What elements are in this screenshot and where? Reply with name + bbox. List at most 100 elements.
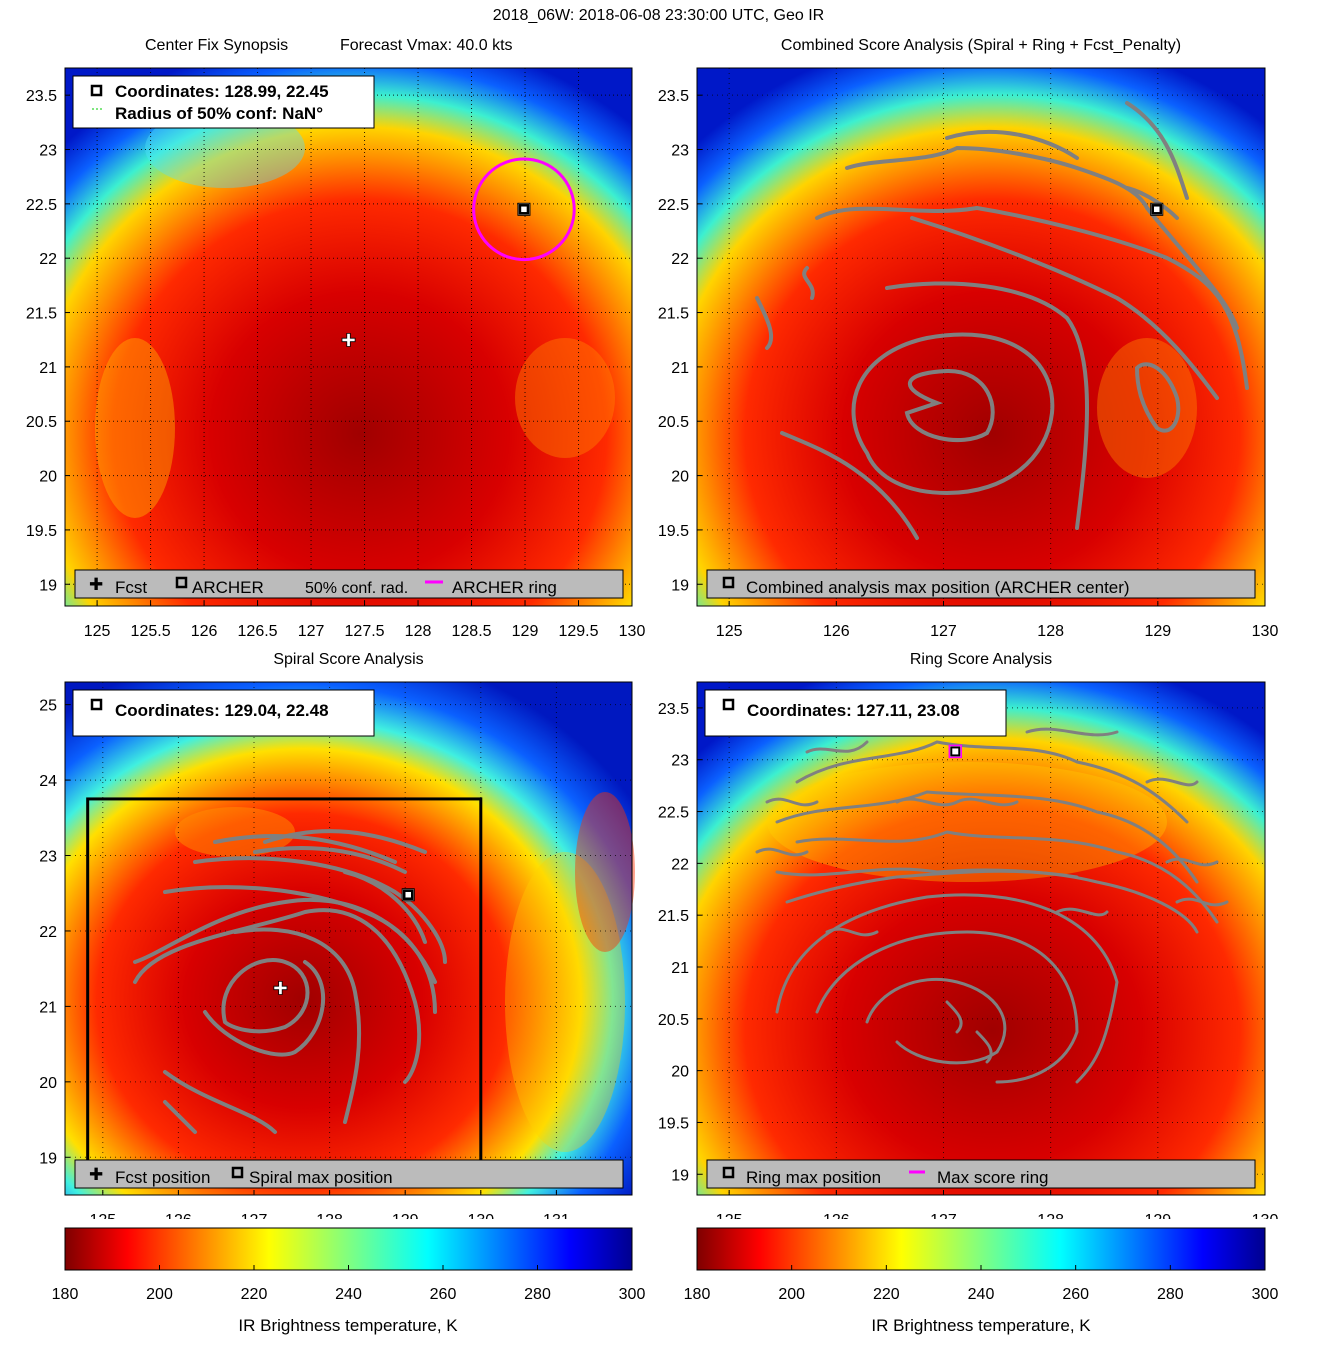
x-tick-label: 128 (316, 1212, 343, 1219)
colorbar-tick-label: 280 (524, 1286, 551, 1303)
spiral-coordinates: Coordinates: 129.04, 22.48 (115, 701, 329, 720)
x-tick-label: 127 (930, 1212, 957, 1219)
x-tick-label: 131 (543, 1212, 570, 1219)
x-tick-label: 128.5 (452, 623, 492, 640)
archer-ring (472, 157, 576, 262)
colorbar-tick-label: 180 (52, 1286, 79, 1303)
y-tick-label: 22 (671, 251, 689, 268)
center-fix-coordinates: Coordinates: 128.99, 22.45 (115, 82, 329, 101)
y-tick-label: 19 (671, 1167, 689, 1184)
legend-combined-max: Combined analysis max position (ARCHER c… (746, 578, 1130, 597)
y-tick-label: 24 (39, 773, 57, 790)
colorbar-tick-label: 260 (430, 1286, 457, 1303)
y-tick-label: 23.5 (26, 88, 57, 105)
square-marker-icon (722, 1166, 735, 1179)
y-tick-label: 23 (39, 849, 57, 866)
y-tick-label: 23.5 (658, 88, 689, 105)
colorbar-left: 180 200 220 240 260 280 300 IR Brightness temp… (52, 1227, 646, 1335)
y-tick-label: 20.5 (658, 414, 689, 431)
x-tick-label: 127 (930, 623, 957, 640)
panel-title-center-fix: Center Fix Synopsis (145, 37, 289, 54)
y-tick-label: 22 (39, 251, 57, 268)
ring-contours (755, 727, 1229, 1084)
legend-archer: ARCHER (192, 578, 264, 597)
square-marker-icon (231, 1166, 244, 1179)
center-fix-panel: ✚ Coordinates: 128.99, 22.45 Radius of 5… (26, 67, 646, 640)
x-tick-label: 128 (1037, 623, 1064, 640)
x-tick-label: 130 (1252, 623, 1279, 640)
x-tick-label: 126 (191, 623, 218, 640)
colorbar-tick-label: 220 (241, 1286, 268, 1303)
spiral-panel: ✚ Coordinates: 129.04, 22.48 ✚ Fcst posi… (39, 681, 635, 1219)
colorbar-tick-label: 280 (1157, 1286, 1184, 1303)
colorbar-tick-label: 200 (778, 1286, 805, 1303)
colorbar-tick-label: 220 (873, 1286, 900, 1303)
y-tick-label: 22 (671, 856, 689, 873)
x-tick-label: 126 (823, 623, 850, 640)
legend-conf-rad: 50% conf. rad. (305, 580, 408, 597)
colorbar-tick-label: 300 (619, 1286, 646, 1303)
legend-spiral-max: Spiral max position (249, 1168, 393, 1187)
y-tick-label: 21 (671, 960, 689, 977)
x-tick-label: 125 (89, 1212, 116, 1219)
fcst-marker: ✚ (341, 331, 356, 352)
legend-max-score-ring: Max score ring (937, 1168, 1048, 1187)
y-tick-label: 21.5 (26, 306, 57, 323)
x-tick-label: 129.5 (558, 623, 598, 640)
y-tick-label: 19 (671, 577, 689, 594)
y-tick-label: 19.5 (658, 523, 689, 540)
y-tick-label: 19.5 (26, 523, 57, 540)
colorbar-tick-label: 260 (1062, 1286, 1089, 1303)
y-tick-label: 20 (671, 1064, 689, 1081)
y-tick-label: 20 (39, 469, 57, 486)
y-tick-label: 21 (39, 999, 57, 1016)
combined-contours (755, 101, 1249, 540)
legend-fcst: Fcst (115, 578, 147, 597)
y-tick-label: 22 (39, 924, 57, 941)
x-tick-label: 128 (1037, 1212, 1064, 1219)
x-tick-label: 130 (1252, 1212, 1279, 1219)
y-tick-label: 22.5 (658, 197, 689, 214)
x-tick-label: 126 (823, 1212, 850, 1219)
x-tick-label: 126.5 (238, 623, 278, 640)
y-tick-label: 20.5 (658, 1012, 689, 1029)
ir-heatmap (697, 682, 1265, 1195)
ring-max-marker (950, 746, 961, 757)
square-marker-icon (175, 576, 188, 589)
fcst-marker: ✚ (273, 979, 288, 1000)
y-tick-label: 21.5 (658, 306, 689, 323)
archer-marker (1151, 204, 1163, 215)
colorbar-tick-label: 180 (684, 1286, 711, 1303)
colorbar-tick-label: 200 (146, 1286, 173, 1303)
y-tick-label: 23 (671, 753, 689, 770)
spiral-contours (133, 829, 447, 1134)
y-tick-label: 19 (39, 1150, 57, 1167)
combined-panel: Combined analysis max position (ARCHER c… (658, 67, 1279, 640)
y-tick-label: 22.5 (26, 197, 57, 214)
x-tick-label: 130 (619, 623, 646, 640)
square-marker-icon (722, 576, 735, 589)
x-tick-label: 130 (467, 1212, 494, 1219)
x-tick-label: 126 (165, 1212, 192, 1219)
plus-icon: ✚ (89, 575, 103, 594)
x-tick-label: 129 (1144, 623, 1171, 640)
y-tick-label: 23 (671, 143, 689, 160)
y-tick-label: 20.5 (26, 414, 57, 431)
archer-marker (518, 204, 530, 215)
x-tick-label: 129 (392, 1212, 419, 1219)
colorbar-right: 180 200 220 240 260 280 300 IR Brightness temp… (684, 1227, 1279, 1335)
colorbar-label: IR Brightness temperature, K (238, 1316, 458, 1335)
y-tick-label: 20 (39, 1075, 57, 1092)
x-tick-label: 127 (298, 623, 325, 640)
y-tick-label: 19.5 (658, 1115, 689, 1132)
ring-coordinates: Coordinates: 127.11, 23.08 (747, 701, 960, 720)
x-tick-label: 129 (1144, 1212, 1171, 1219)
y-tick-label: 21 (671, 360, 689, 377)
x-tick-label: 125.5 (131, 623, 171, 640)
ring-panel: Coordinates: 127.11, 23.08 Ring max posi… (658, 681, 1279, 1219)
x-tick-label: 125 (716, 623, 743, 640)
x-tick-label: 125 (716, 1212, 743, 1219)
legend-fcst-position: Fcst position (115, 1168, 210, 1187)
x-tick-label: 128 (405, 623, 432, 640)
colorbar-tick-label: 300 (1252, 1286, 1279, 1303)
